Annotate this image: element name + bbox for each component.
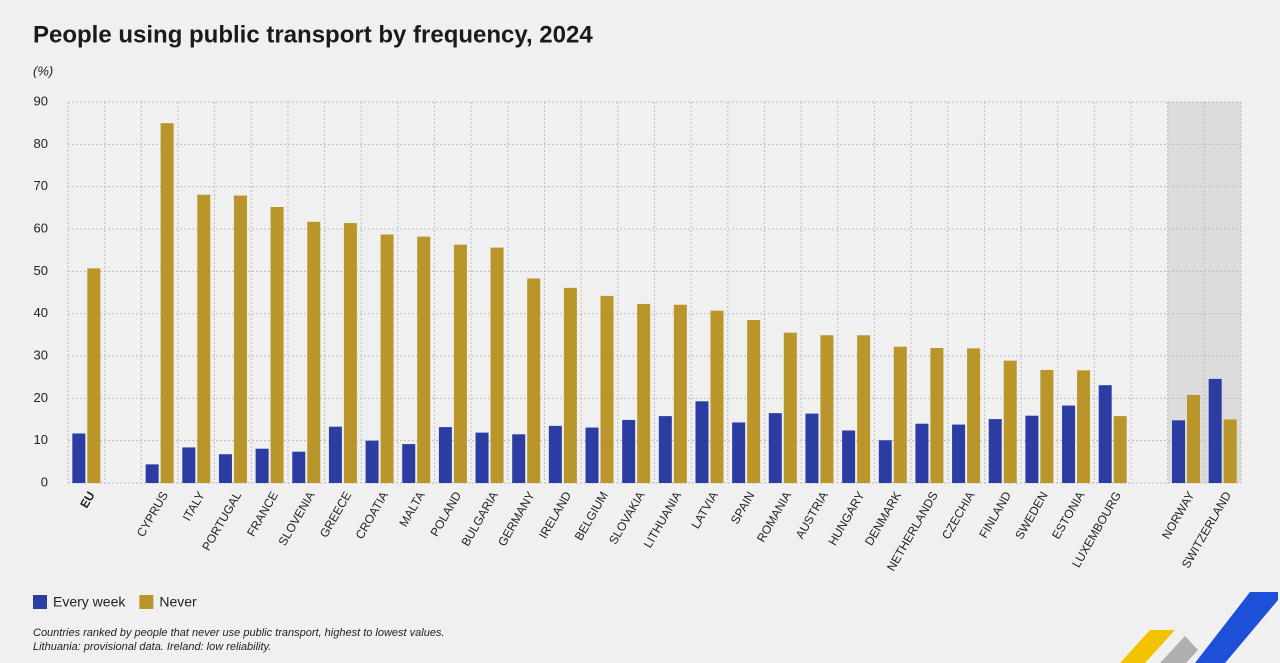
chart-title: People using public transport by frequen… <box>33 21 593 48</box>
y-tick-label: 60 <box>34 220 48 235</box>
y-tick-label: 0 <box>41 474 48 489</box>
bar <box>952 424 966 483</box>
bar <box>1223 419 1237 483</box>
bar <box>417 236 431 483</box>
logo <box>1120 592 1278 663</box>
bar <box>365 440 379 483</box>
bar <box>1003 360 1017 483</box>
bar <box>893 346 907 483</box>
bar <box>475 432 489 483</box>
note: Countries ranked by people that never us… <box>33 627 445 639</box>
bar <box>563 287 577 483</box>
bar <box>585 427 599 483</box>
bar <box>197 194 211 483</box>
bar <box>768 413 782 483</box>
bar <box>820 335 834 483</box>
y-tick-label: 90 <box>34 93 48 108</box>
bar <box>328 426 342 483</box>
bar <box>915 423 929 483</box>
bar <box>233 195 247 483</box>
bar <box>1208 378 1222 483</box>
bar <box>255 448 269 483</box>
bar <box>182 447 196 483</box>
bar <box>842 430 856 483</box>
bar <box>490 247 504 483</box>
bar <box>527 278 541 483</box>
bar <box>732 422 746 483</box>
bar <box>438 427 452 483</box>
bar <box>1025 415 1039 483</box>
y-tick-label: 40 <box>34 305 48 320</box>
y-tick-label: 30 <box>34 347 48 362</box>
bar <box>1062 405 1076 483</box>
bar <box>145 464 159 483</box>
bar <box>622 419 636 483</box>
y-tick-label: 50 <box>34 263 48 278</box>
bar <box>87 268 101 483</box>
bar <box>512 434 526 483</box>
y-tick-label: 20 <box>34 390 48 405</box>
y-tick-label: 80 <box>34 136 48 151</box>
bar <box>930 347 944 483</box>
y-tick-label: 10 <box>34 432 48 447</box>
unit-label: (%) <box>33 63 53 78</box>
note: Lithuania: provisional data. Ireland: lo… <box>33 641 271 653</box>
bar <box>878 440 892 483</box>
bar <box>747 320 761 483</box>
bar <box>160 123 174 484</box>
bar <box>1172 420 1186 483</box>
bar <box>1113 416 1127 483</box>
bar <box>857 335 871 483</box>
bar <box>988 419 1002 483</box>
bar <box>292 451 306 483</box>
bar <box>783 332 797 483</box>
legend-label: Every week <box>53 594 126 610</box>
legend-swatch <box>33 595 47 609</box>
bar <box>967 348 981 483</box>
bar <box>270 206 284 483</box>
bar <box>637 303 651 483</box>
y-tick-label: 70 <box>34 178 48 193</box>
bar <box>343 223 357 483</box>
bar <box>1040 369 1054 483</box>
bar <box>307 221 321 483</box>
bar <box>380 234 394 483</box>
bar <box>673 304 687 483</box>
bar <box>1098 385 1112 483</box>
bar <box>72 433 86 483</box>
bar <box>548 425 562 483</box>
bar <box>658 416 672 483</box>
legend-swatch <box>139 595 154 609</box>
bar <box>402 444 416 483</box>
bar <box>695 401 709 483</box>
bar <box>710 310 724 483</box>
bar <box>1187 394 1201 483</box>
bar <box>805 413 819 483</box>
bar <box>453 244 467 483</box>
bar <box>1077 370 1091 483</box>
bar <box>600 295 614 483</box>
legend-label: Never <box>159 594 197 610</box>
bar <box>218 454 232 483</box>
